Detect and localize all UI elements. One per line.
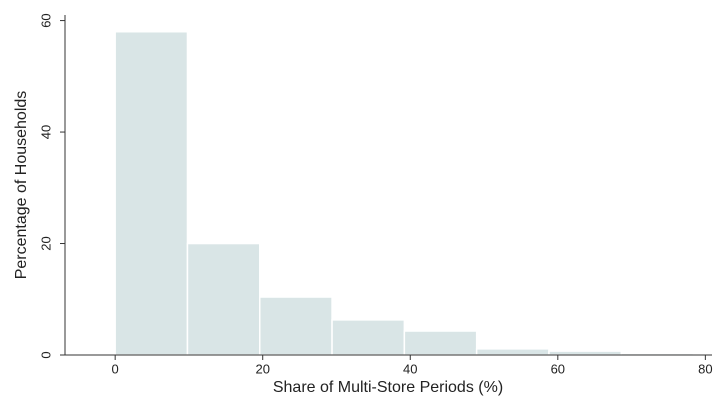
y-axis-label: Percentage of Households: [13, 91, 30, 280]
y-tick-label: 0: [38, 351, 53, 358]
x-tick-label: 20: [255, 361, 269, 376]
y-tick-label: 40: [38, 125, 53, 139]
bar: [403, 330, 478, 356]
bar: [548, 350, 623, 356]
x-tick-label: 80: [698, 361, 712, 376]
y-tick-label: 60: [38, 13, 53, 27]
x-tick-label: 0: [112, 361, 119, 376]
y-tick-label: 20: [38, 236, 53, 250]
x-tick-label: 60: [551, 361, 565, 376]
x-axis-label: Share of Multi-Store Periods (%): [273, 379, 503, 396]
bar: [186, 242, 261, 356]
x-tick-label: 40: [403, 361, 417, 376]
bar: [331, 319, 406, 356]
bar: [114, 30, 189, 356]
bar: [259, 296, 333, 356]
bar: [475, 348, 550, 356]
